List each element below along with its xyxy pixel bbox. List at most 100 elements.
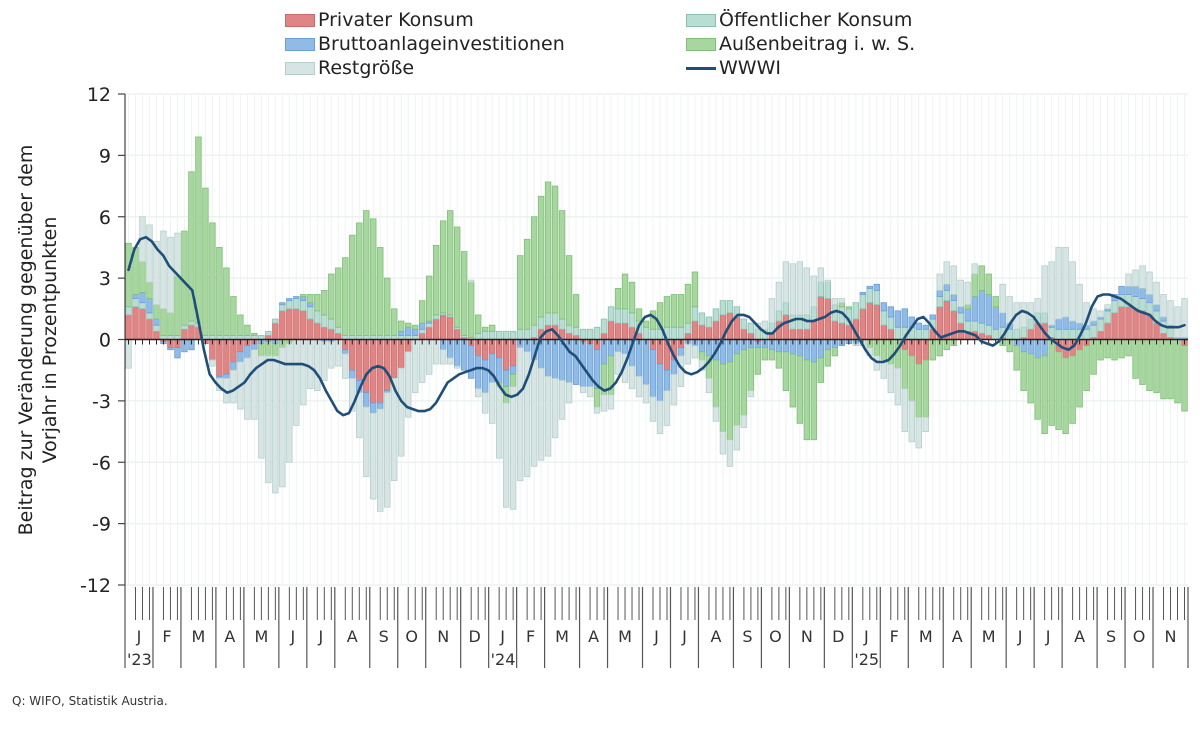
- bar-segment-bruttoanlageinvestitionen: [419, 322, 426, 330]
- bar-segment-restgröße: [1062, 247, 1069, 318]
- bar-segment-bruttoanlageinvestitionen: [971, 296, 978, 322]
- bar-segment-öffentlicher-konsum: [677, 326, 685, 340]
- bar-segment-privater-konsum: [188, 324, 195, 340]
- bar-segment-privater-konsum: [733, 316, 741, 340]
- bar-segment-außenbeitrag-i-w-s-: [412, 324, 419, 330]
- month-label: F: [526, 627, 535, 646]
- bar-segment-bruttoanlageinvestitionen: [544, 339, 552, 377]
- month-label: A: [1074, 627, 1085, 646]
- bar-segment-bruttoanlageinvestitionen: [635, 339, 643, 377]
- bar-segment-öffentlicher-konsum: [943, 289, 950, 302]
- bar-segment-öffentlicher-konsum: [712, 308, 720, 322]
- bar-segment-öffentlicher-konsum: [1069, 328, 1076, 340]
- month-label: A: [224, 627, 235, 646]
- bar-segment-öffentlicher-konsum: [579, 328, 587, 340]
- bar-segment-restgröße: [1104, 304, 1111, 310]
- bar-segment-außenbeitrag-i-w-s-: [174, 275, 181, 336]
- bar-segment-öffentlicher-konsum: [698, 312, 706, 326]
- bar-segment-öffentlicher-konsum: [307, 306, 314, 320]
- bar-segment-restgröße: [516, 347, 524, 482]
- bar-segment-außenbeitrag-i-w-s-: [726, 361, 734, 441]
- bar-segment-öffentlicher-konsum: [894, 326, 901, 340]
- bar-segment-restgröße: [279, 347, 286, 488]
- bar-segment-restgröße: [356, 392, 363, 439]
- bar-segment-öffentlicher-konsum: [502, 330, 510, 340]
- bar-segment-privater-konsum: [146, 318, 153, 340]
- bar-segment-restgröße: [377, 408, 384, 512]
- bar-segment-restgröße: [321, 341, 328, 381]
- legend-label: Privater Konsum: [318, 9, 474, 31]
- bar-segment-außenbeitrag-i-w-s-: [488, 324, 496, 332]
- bar-segment-außenbeitrag-i-w-s-: [195, 136, 202, 324]
- bar-segment-öffentlicher-konsum: [537, 316, 545, 330]
- bar-segment-privater-konsum: [712, 320, 720, 340]
- bar-segment-außenbeitrag-i-w-s-: [964, 304, 971, 310]
- bar-segment-restgröße: [936, 273, 943, 291]
- bar-segment-restgröße: [593, 406, 601, 414]
- legend-swatch: [285, 13, 315, 27]
- bar-segment-außenbeitrag-i-w-s-: [1181, 345, 1188, 412]
- bar-segment-restgröße: [153, 240, 160, 306]
- month-label: J: [499, 627, 505, 646]
- bar-segment-privater-konsum: [866, 302, 873, 340]
- bar-segment-außenbeitrag-i-w-s-: [467, 281, 475, 338]
- bar-segment-öffentlicher-konsum: [481, 330, 489, 340]
- bar-segment-privater-konsum: [300, 310, 307, 340]
- bar-segment-bruttoanlageinvestitionen: [999, 312, 1006, 328]
- bar-segment-außenbeitrag-i-w-s-: [223, 267, 230, 336]
- bar-segment-außenbeitrag-i-w-s-: [1013, 345, 1020, 371]
- legend-item-wwwi: WWWI: [686, 57, 781, 79]
- bar-segment-außenbeitrag-i-w-s-: [1139, 339, 1146, 385]
- bar-segment-außenbeitrag-i-w-s-: [509, 373, 517, 387]
- bar-segment-bruttoanlageinvestitionen: [342, 349, 349, 355]
- bar-segment-öffentlicher-konsum: [1083, 328, 1090, 340]
- bar-segment-privater-konsum: [293, 308, 300, 340]
- bar-segment-restgröße: [726, 439, 734, 467]
- bar-segment-außenbeitrag-i-w-s-: [307, 294, 314, 304]
- bar-segment-außenbeitrag-i-w-s-: [1090, 339, 1097, 375]
- bar-segment-außenbeitrag-i-w-s-: [635, 308, 643, 322]
- bar-segment-privater-konsum: [328, 328, 335, 340]
- bar-segment-privater-konsum: [181, 328, 188, 340]
- bar-segment-restgröße: [1181, 298, 1188, 338]
- bar-segment-restgröße: [530, 359, 538, 467]
- bar-segment-restgröße: [1153, 281, 1160, 306]
- bar-segment-restgröße: [838, 298, 846, 304]
- legend-item-privater-konsum: Privater Konsum: [285, 9, 474, 31]
- bar-segment-restgröße: [537, 367, 545, 461]
- bar-segment-restgröße: [265, 355, 272, 484]
- bar-segment-öffentlicher-konsum: [125, 306, 132, 316]
- bar-segment-privater-konsum: [1111, 312, 1118, 340]
- bar-segment-öffentlicher-konsum: [775, 310, 783, 322]
- bar-segment-restgröße: [901, 388, 908, 432]
- bar-segment-öffentlicher-konsum: [433, 314, 440, 320]
- bar-segment-öffentlicher-konsum: [628, 312, 636, 328]
- bar-segment-privater-konsum: [446, 316, 454, 340]
- month-label: A: [347, 627, 358, 646]
- bar-segment-öffentlicher-konsum: [1090, 324, 1097, 338]
- bar-segment-restgröße: [789, 263, 797, 316]
- bar-segment-öffentlicher-konsum: [1048, 326, 1055, 338]
- bar-segment-öffentlicher-konsum: [1111, 300, 1118, 314]
- bar-segment-bruttoanlageinvestitionen: [237, 351, 244, 363]
- y-tick-label: 0: [99, 330, 111, 352]
- legend-label: Öffentlicher Konsum: [719, 9, 913, 31]
- bar-segment-außenbeitrag-i-w-s-: [244, 324, 251, 336]
- bar-segment-restgröße: [950, 265, 957, 295]
- bar-segment-außenbeitrag-i-w-s-: [314, 294, 321, 312]
- month-label: O: [405, 627, 418, 646]
- bar-segment-außenbeitrag-i-w-s-: [1020, 351, 1027, 392]
- bar-segment-bruttoanlageinvestitionen: [677, 347, 685, 357]
- bar-segment-restgröße: [440, 349, 447, 365]
- bar-segment-öffentlicher-konsum: [286, 300, 293, 310]
- bar-segment-restgröße: [328, 341, 335, 369]
- bar-segment-außenbeitrag-i-w-s-: [621, 273, 629, 310]
- bar-segment-bruttoanlageinvestitionen: [300, 296, 307, 302]
- bar-segment-restgröße: [649, 396, 657, 422]
- bar-segment-bruttoanlageinvestitionen: [244, 345, 251, 359]
- bar-segment-bruttoanlageinvestitionen: [153, 318, 160, 326]
- bar-segment-privater-konsum: [873, 304, 880, 340]
- bar-segment-restgröße: [712, 406, 720, 422]
- bar-segment-bruttoanlageinvestitionen: [1125, 285, 1132, 295]
- bar-segment-privater-konsum: [565, 332, 573, 340]
